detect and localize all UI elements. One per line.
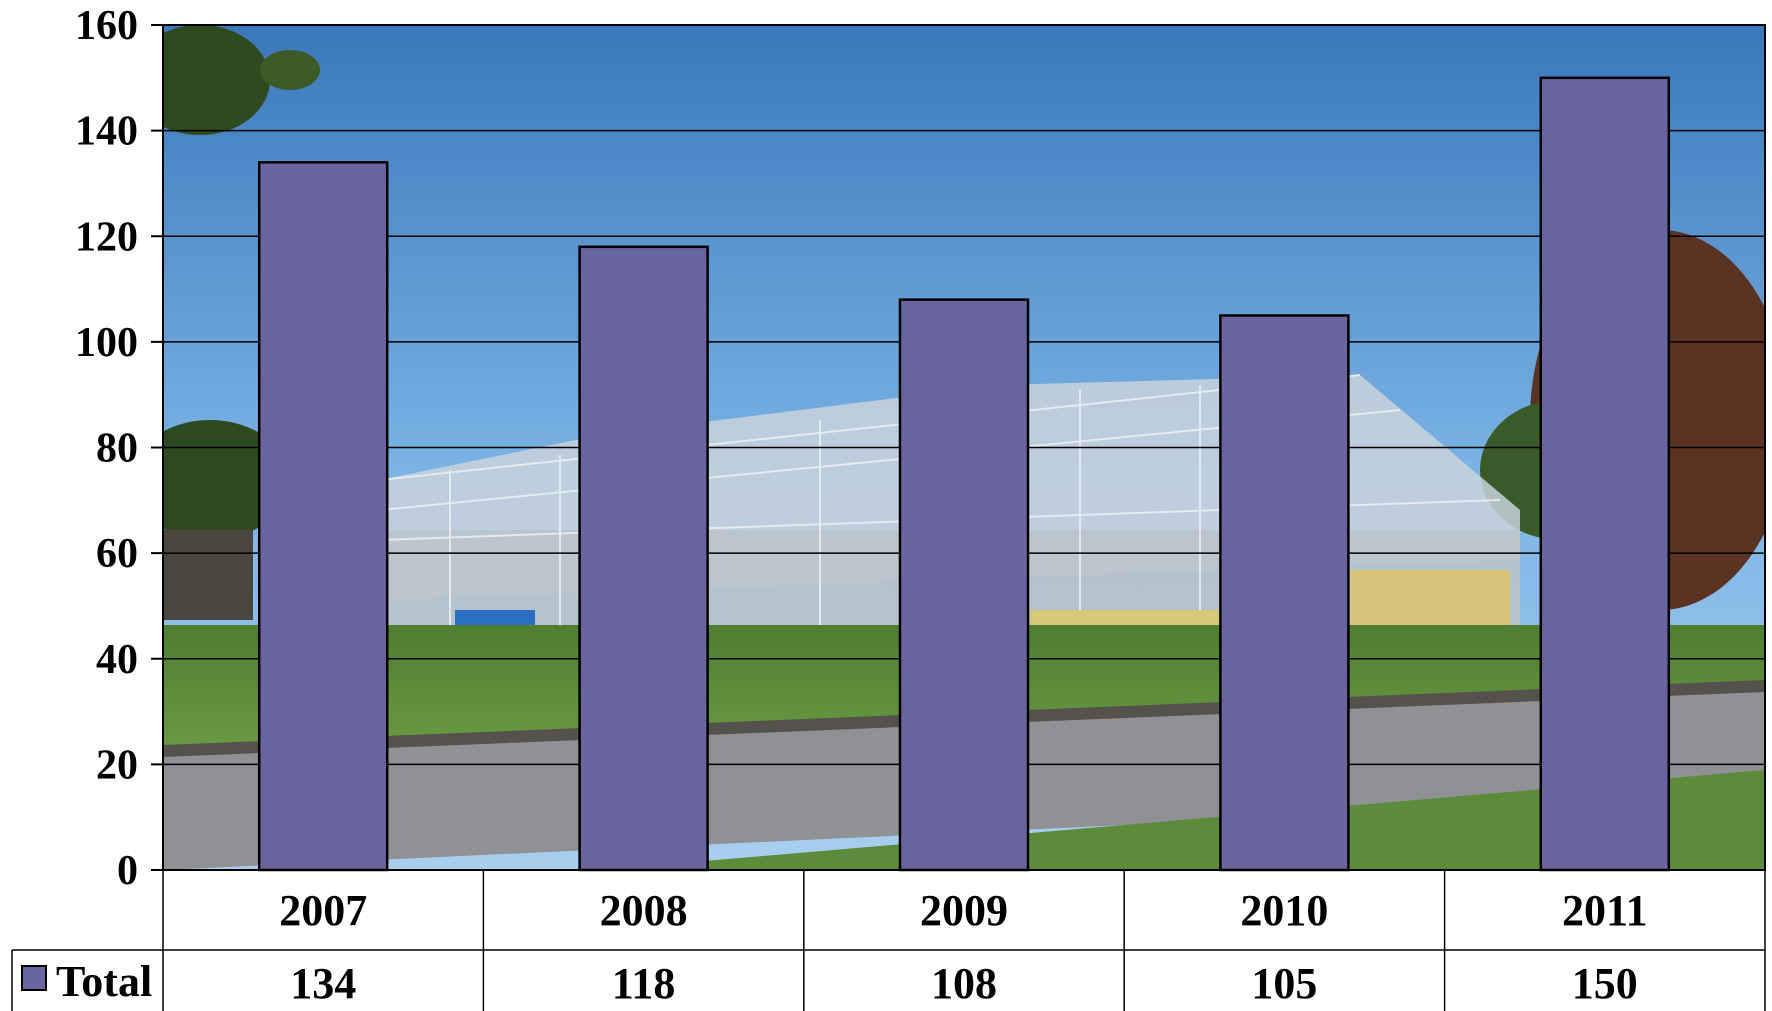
- category-label-2007: 2007: [279, 886, 367, 935]
- y-tick-label: 60: [96, 531, 138, 577]
- y-tick-label: 120: [75, 214, 138, 260]
- bars: [257, 76, 1671, 872]
- y-tick-label: 140: [75, 109, 138, 155]
- value-label-2011: 150: [1572, 959, 1638, 1008]
- bar-2008: [578, 245, 709, 872]
- y-tick-label: 20: [96, 742, 138, 788]
- legend-label-total: Total: [56, 957, 152, 1006]
- value-label-2010: 105: [1251, 959, 1317, 1008]
- bar-2010: [1219, 314, 1350, 872]
- y-tick-label: 0: [117, 848, 138, 894]
- y-tick-label: 160: [75, 3, 138, 49]
- y-tick-label: 80: [96, 426, 138, 472]
- bar-2009: [898, 298, 1030, 872]
- legend-swatch: [21, 965, 47, 991]
- data-table: 2007 134 2008 118 2009 108 2010 105 2011 150 Total: [11, 870, 1766, 1011]
- y-axis: 0 20 40 60 80 100 120 140 160: [75, 3, 163, 894]
- category-label-2011: 2011: [1562, 886, 1648, 935]
- value-label-2007: 134: [290, 959, 356, 1008]
- category-label-2009: 2009: [920, 886, 1008, 935]
- bar-2011: [1539, 76, 1671, 872]
- category-label-2008: 2008: [600, 886, 688, 935]
- bar-2007: [257, 161, 389, 872]
- y-tick-label: 100: [75, 320, 138, 366]
- y-tick-label: 40: [96, 637, 138, 683]
- value-label-2008: 118: [612, 959, 676, 1008]
- value-label-2009: 108: [931, 959, 997, 1008]
- category-label-2010: 2010: [1240, 886, 1328, 935]
